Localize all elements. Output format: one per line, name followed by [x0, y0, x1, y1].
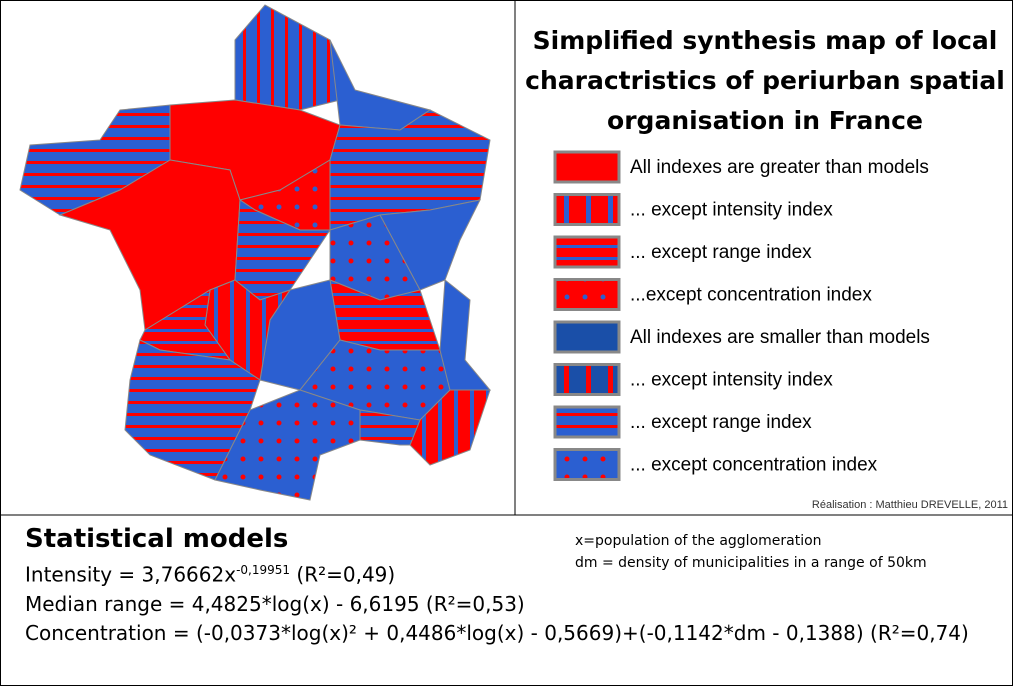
equation-text: (R²=0,49) [290, 562, 396, 587]
exponent: -0,19951 [236, 563, 291, 577]
region [234, 4, 341, 111]
credit: Réalisation : Matthieu DREVELLE, 2011 [812, 499, 1008, 511]
equation: Concentration = (-0,0373*log(x)² + 0,448… [25, 620, 969, 645]
legend: All indexes are greater than models ... e… [553, 150, 930, 481]
legend-label: ... except range index [630, 242, 812, 263]
note: dm = density of municipalities in a rang… [575, 555, 927, 571]
equation: Intensity = 3,76662x-0,19951 (R²=0,49) [25, 556, 1000, 590]
title-line: organisation in France [607, 106, 923, 135]
title-line: charactristics of periurban spatial [525, 66, 1005, 95]
region [214, 389, 361, 501]
region [329, 39, 432, 131]
legend-swatch [553, 150, 621, 184]
legend-label: All indexes are greater than models [630, 157, 929, 178]
legend-swatch [553, 235, 621, 269]
models: Statistical models Intensity = 3,76662x-… [25, 522, 1000, 648]
legend-swatch [553, 448, 621, 481]
equation: Median range = 4,4825*log(x) - 6,6195 (R… [25, 591, 525, 616]
title: Simplified synthesis map of local charact… [525, 26, 1005, 135]
legend-label: ... except intensity index [630, 370, 833, 391]
legend-label: ...except concentration index [630, 285, 872, 306]
equations: Intensity = 3,76662x-0,19951 (R²=0,49) Me… [25, 556, 1000, 648]
note: x=population of the agglomeration [575, 533, 822, 549]
notes: x=population of the agglomeration dm = de… [575, 530, 927, 574]
legend-swatch [553, 405, 621, 439]
title-line: Simplified synthesis map of local [533, 26, 998, 55]
legend-label: ... except range index [630, 412, 812, 433]
equation-text: Intensity = 3,76662x [25, 562, 237, 587]
region [439, 279, 492, 391]
legend-swatch [553, 278, 621, 311]
legend-swatch [553, 193, 621, 226]
legend-label: ... except concentration index [630, 455, 878, 476]
legend-swatch [553, 363, 621, 396]
map [19, 4, 492, 501]
legend-swatch [553, 320, 621, 354]
legend-label: ... except intensity index [630, 200, 833, 221]
legend-label: All indexes are smaller than models [630, 327, 930, 348]
models-title: Statistical models [25, 524, 289, 554]
